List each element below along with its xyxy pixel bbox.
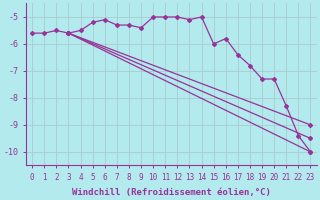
X-axis label: Windchill (Refroidissement éolien,°C): Windchill (Refroidissement éolien,°C): [72, 188, 271, 197]
